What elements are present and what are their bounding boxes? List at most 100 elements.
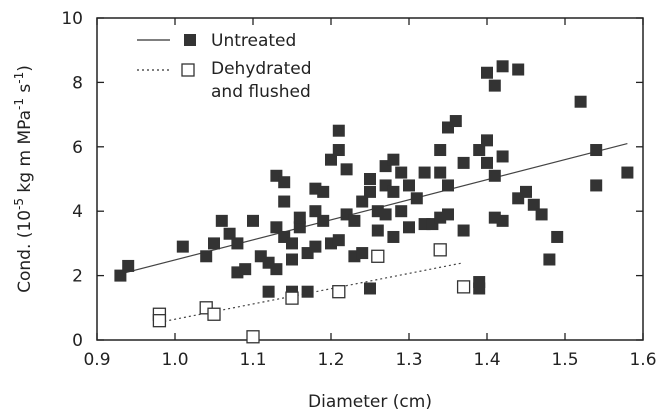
data-point xyxy=(496,150,509,163)
data-point xyxy=(496,60,509,73)
data-point xyxy=(387,230,400,243)
x-tick-label: 1.4 xyxy=(473,350,500,370)
data-point xyxy=(332,144,345,157)
data-point xyxy=(176,240,189,253)
data-point xyxy=(317,185,330,198)
data-point xyxy=(371,249,385,263)
data-point xyxy=(278,176,291,189)
data-point xyxy=(496,214,509,227)
data-point xyxy=(301,285,314,298)
data-point xyxy=(442,179,454,192)
data-point xyxy=(371,224,384,237)
data-point xyxy=(364,173,376,185)
data-point xyxy=(122,259,135,272)
legend-untreated-label: Untreated xyxy=(211,31,296,51)
data-point xyxy=(535,208,548,221)
data-point xyxy=(286,237,298,250)
y-axis-ticks: 0 2 4 6 8 10 xyxy=(61,9,643,351)
data-point xyxy=(270,263,283,276)
data-point xyxy=(410,192,423,205)
data-point xyxy=(473,282,486,295)
data-point xyxy=(278,195,291,208)
data-point xyxy=(200,250,213,263)
data-point xyxy=(590,144,603,157)
data-point xyxy=(395,166,408,179)
legend-dehydrated-label-line1: Dehydrated xyxy=(211,59,312,79)
data-point xyxy=(293,221,306,234)
data-point xyxy=(239,263,252,276)
data-point xyxy=(254,250,267,263)
data-point xyxy=(247,214,259,227)
y-tick-label: 0 xyxy=(72,331,83,351)
data-point xyxy=(215,214,228,227)
data-point xyxy=(285,291,299,305)
data-point xyxy=(433,243,447,257)
data-point xyxy=(309,205,322,218)
data-point xyxy=(332,234,345,247)
data-point xyxy=(481,66,493,79)
data-point xyxy=(395,205,408,218)
data-point xyxy=(208,237,220,250)
x-tick-label: 1.5 xyxy=(551,350,578,370)
data-point xyxy=(246,330,260,344)
data-point xyxy=(348,214,361,227)
x-tick-label: 1.6 xyxy=(629,350,656,370)
data-point xyxy=(340,163,353,176)
y-tick-label: 2 xyxy=(72,267,83,287)
data-point xyxy=(293,211,306,224)
y-tick-label: 10 xyxy=(61,9,83,29)
legend-dehydrated-label-line2: and flushed xyxy=(211,82,311,102)
data-point xyxy=(457,156,470,169)
x-tick-label: 1.0 xyxy=(161,350,188,370)
data-point xyxy=(481,134,493,147)
data-point xyxy=(286,253,298,266)
data-point xyxy=(488,79,501,92)
data-point xyxy=(332,285,346,299)
data-point xyxy=(356,247,369,260)
data-point xyxy=(223,227,236,240)
x-axis-ticks: 0.9 1.0 1.1 1.2 1.3 1.4 1.5 1.6 xyxy=(83,18,657,370)
y-tick-label: 6 xyxy=(72,138,83,158)
data-point xyxy=(473,144,486,157)
data-point xyxy=(403,179,415,192)
data-point xyxy=(442,208,454,221)
data-point xyxy=(270,221,283,234)
data-point xyxy=(434,144,447,157)
data-point xyxy=(520,185,532,198)
legend-untreated-marker xyxy=(184,34,196,46)
data-point xyxy=(325,153,337,166)
data-point xyxy=(356,195,369,208)
data-point xyxy=(456,280,471,294)
data-point xyxy=(309,240,322,253)
x-tick-label: 1.3 xyxy=(395,350,422,370)
data-point xyxy=(114,269,127,282)
data-point xyxy=(551,230,564,243)
x-axis-label: Diameter (cm) xyxy=(308,392,432,412)
data-point xyxy=(387,185,400,198)
data-point xyxy=(379,208,392,221)
data-point xyxy=(231,237,244,250)
data-point xyxy=(152,314,167,328)
data-point xyxy=(512,63,525,76)
data-point xyxy=(449,115,462,128)
data-points xyxy=(114,60,634,344)
x-tick-label: 0.9 xyxy=(83,350,110,370)
data-point xyxy=(332,124,345,137)
data-point xyxy=(207,307,221,321)
data-point xyxy=(403,221,415,234)
data-point xyxy=(434,166,447,179)
data-point xyxy=(364,185,376,198)
data-point xyxy=(317,214,330,227)
data-point xyxy=(590,179,603,192)
data-point xyxy=(621,166,634,179)
legend: Untreated Dehydrated and flushed xyxy=(137,31,312,102)
x-tick-label: 1.2 xyxy=(317,350,344,370)
data-point xyxy=(364,282,376,295)
data-point xyxy=(457,224,470,237)
data-point xyxy=(387,153,400,166)
data-point xyxy=(262,285,275,298)
data-point xyxy=(488,169,501,182)
y-tick-label: 4 xyxy=(72,202,83,222)
data-point xyxy=(574,95,587,108)
